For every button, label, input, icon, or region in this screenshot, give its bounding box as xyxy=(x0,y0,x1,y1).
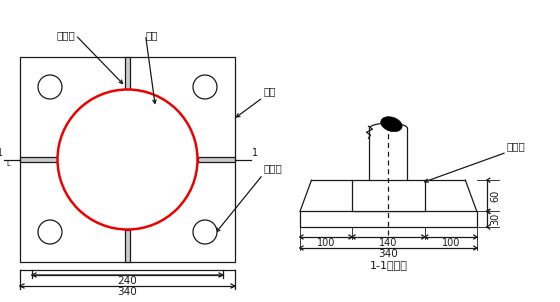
Text: 1: 1 xyxy=(252,149,258,159)
Text: 30: 30 xyxy=(491,213,501,225)
Bar xyxy=(125,230,130,262)
Text: 加劲肋: 加劲肋 xyxy=(507,141,525,151)
Circle shape xyxy=(193,75,217,99)
Text: 100: 100 xyxy=(442,238,460,248)
Text: L: L xyxy=(6,160,10,166)
Bar xyxy=(125,57,130,89)
Text: 60: 60 xyxy=(491,190,501,202)
Text: 100: 100 xyxy=(317,238,335,248)
Bar xyxy=(20,57,235,262)
Text: 340: 340 xyxy=(118,287,137,297)
Circle shape xyxy=(58,89,198,230)
Circle shape xyxy=(193,220,217,244)
Bar xyxy=(352,180,425,211)
Text: 钢管: 钢管 xyxy=(146,30,158,40)
Bar xyxy=(300,211,477,227)
Circle shape xyxy=(38,75,62,99)
Ellipse shape xyxy=(381,117,402,132)
Circle shape xyxy=(38,220,62,244)
Text: 加劲肋: 加劲肋 xyxy=(57,30,76,40)
Text: 1-1剖面图: 1-1剖面图 xyxy=(370,260,407,270)
Text: 1: 1 xyxy=(0,149,3,159)
Bar xyxy=(198,157,235,162)
Text: 螺栓孔: 螺栓孔 xyxy=(263,163,282,174)
Text: 240: 240 xyxy=(118,276,137,286)
Text: 140: 140 xyxy=(379,238,398,248)
Text: 端板: 端板 xyxy=(263,86,276,97)
Bar xyxy=(20,157,58,162)
Text: 340: 340 xyxy=(379,249,398,259)
